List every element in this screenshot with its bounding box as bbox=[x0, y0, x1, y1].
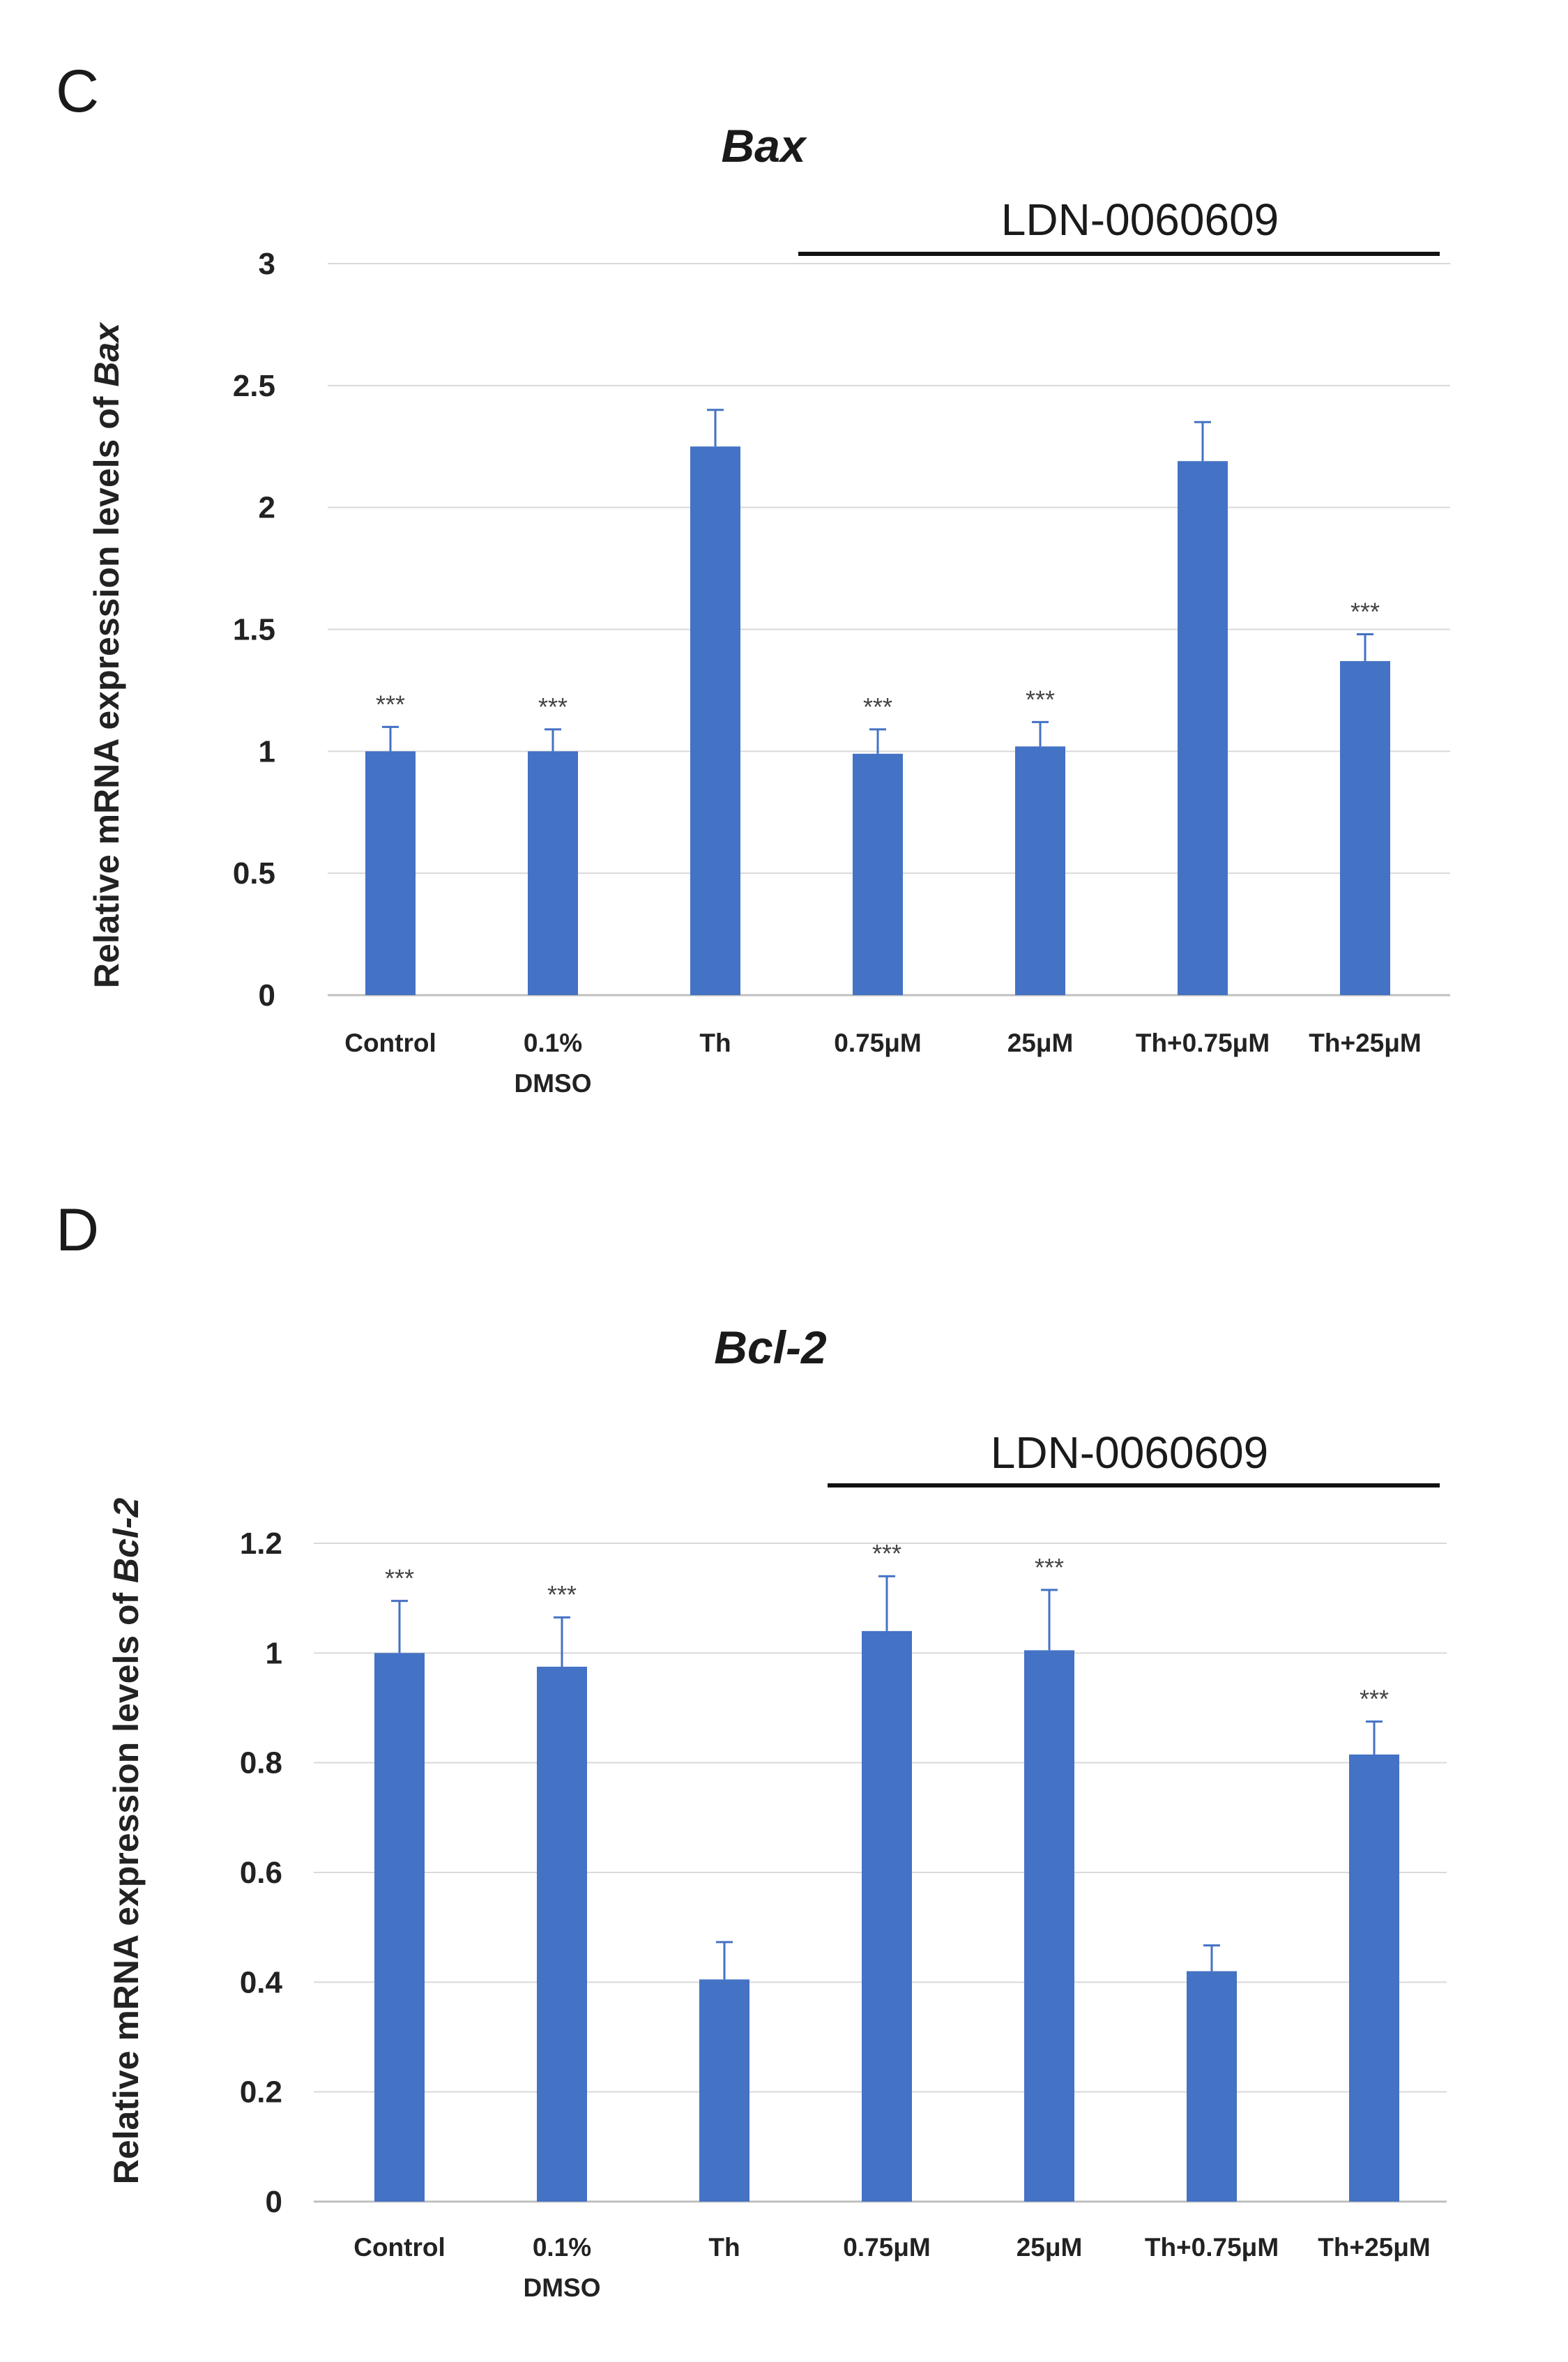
y-tick-label: 0 bbox=[266, 2185, 282, 2219]
y-axis-label-prefix: Relative mRNA expression levels of bbox=[107, 1583, 146, 2184]
x-tick-label: Th bbox=[699, 1029, 731, 1057]
bar bbox=[1340, 660, 1390, 995]
x-tick-label: Th+0.75μM bbox=[1136, 1029, 1270, 1057]
significance-marker: *** bbox=[385, 1564, 414, 1593]
x-tick-label: DMSO bbox=[515, 1069, 592, 1098]
y-tick-label: 2.5 bbox=[233, 369, 275, 403]
y-tick-label: 3 bbox=[259, 247, 275, 281]
x-tick-label: 25μM bbox=[1017, 2233, 1083, 2262]
y-tick-label: 0.2 bbox=[240, 2075, 282, 2110]
y-tick-label: 1 bbox=[266, 1636, 282, 1670]
bar bbox=[1349, 1754, 1399, 2202]
y-axis-label-prefix: Relative mRNA expression levels of bbox=[87, 387, 126, 988]
y-tick-label: 0.4 bbox=[240, 1965, 283, 1999]
bar bbox=[1015, 746, 1065, 995]
y-tick-label: 0.5 bbox=[233, 856, 275, 891]
y-axis-label-gene: Bcl-2 bbox=[107, 1497, 146, 1582]
panel-letter: C bbox=[56, 58, 99, 125]
significance-marker: *** bbox=[872, 1539, 901, 1568]
x-tick-label: Control bbox=[353, 2233, 446, 2262]
panel-c: C Bax LDN-0060609 Relative mRNA expressi… bbox=[56, 58, 1450, 1098]
bar bbox=[365, 751, 416, 995]
x-tick-label: Th bbox=[708, 2233, 740, 2262]
bracket-label: LDN-0060609 bbox=[1001, 195, 1279, 245]
bar bbox=[1187, 1971, 1237, 2202]
x-tick-label: 0.1% bbox=[524, 1029, 582, 1057]
bar bbox=[853, 753, 903, 995]
significance-marker: *** bbox=[538, 692, 568, 721]
y-axis-label: Relative mRNA expression levels of Bcl-2 bbox=[107, 1497, 146, 2184]
significance-marker: *** bbox=[376, 690, 405, 718]
significance-marker: *** bbox=[1360, 1685, 1389, 1713]
significance-marker: *** bbox=[1026, 685, 1055, 713]
y-tick-label: 1.5 bbox=[233, 613, 275, 647]
x-tick-label: 0.75μM bbox=[834, 1029, 921, 1057]
chart-title: Bcl-2 bbox=[714, 1322, 827, 1373]
y-tick-label: 2 bbox=[259, 491, 275, 525]
bar bbox=[374, 1653, 425, 2202]
bar bbox=[862, 1630, 912, 2202]
x-tick-label: DMSO bbox=[524, 2273, 601, 2302]
bar bbox=[537, 1667, 587, 2202]
y-tick-label: 1 bbox=[259, 734, 275, 769]
y-tick-label: 0.8 bbox=[240, 1746, 282, 1780]
bar bbox=[1178, 461, 1228, 995]
bar bbox=[699, 1979, 749, 2202]
y-axis-label: Relative mRNA expression levels of Bax bbox=[87, 321, 126, 988]
bar bbox=[690, 446, 740, 995]
y-axis-label-gene: Bax bbox=[87, 321, 126, 387]
x-tick-label: Th+0.75μM bbox=[1145, 2233, 1279, 2262]
x-tick-label: 0.1% bbox=[533, 2233, 591, 2262]
significance-marker: *** bbox=[547, 1580, 577, 1609]
significance-marker: *** bbox=[1350, 597, 1380, 626]
bar bbox=[1024, 1650, 1074, 2202]
x-tick-label: 0.75μM bbox=[843, 2233, 930, 2262]
panel-d: D Bcl-2 LDN-0060609 Relative mRNA expres… bbox=[56, 1197, 1447, 2302]
y-tick-label: 0 bbox=[259, 978, 275, 1013]
plot-area: 0 0.2 0.4 0.6 0.8 1 1.2 *** Control *** 0.1% DMSO Th… bbox=[240, 1483, 1447, 2302]
x-tick-label: 25μM bbox=[1007, 1029, 1074, 1057]
significance-marker: *** bbox=[1035, 1553, 1064, 1582]
x-tick-label: Th+25μM bbox=[1318, 2233, 1430, 2262]
y-tick-label: 1.2 bbox=[240, 1527, 282, 1561]
panel-letter: D bbox=[56, 1197, 99, 1264]
chart-title: Bax bbox=[721, 120, 807, 172]
x-tick-label: Th+25μM bbox=[1309, 1029, 1421, 1057]
y-tick-label: 0.6 bbox=[240, 1856, 282, 1890]
bracket-label: LDN-0060609 bbox=[991, 1428, 1269, 1478]
significance-marker: *** bbox=[863, 692, 892, 721]
x-tick-label: Control bbox=[344, 1029, 436, 1057]
plot-area: 0 0.5 1 1.5 2 2.5 3 *** Control *** 0.1% DMSO Th *** 0… bbox=[233, 247, 1450, 1098]
bar bbox=[528, 751, 578, 995]
